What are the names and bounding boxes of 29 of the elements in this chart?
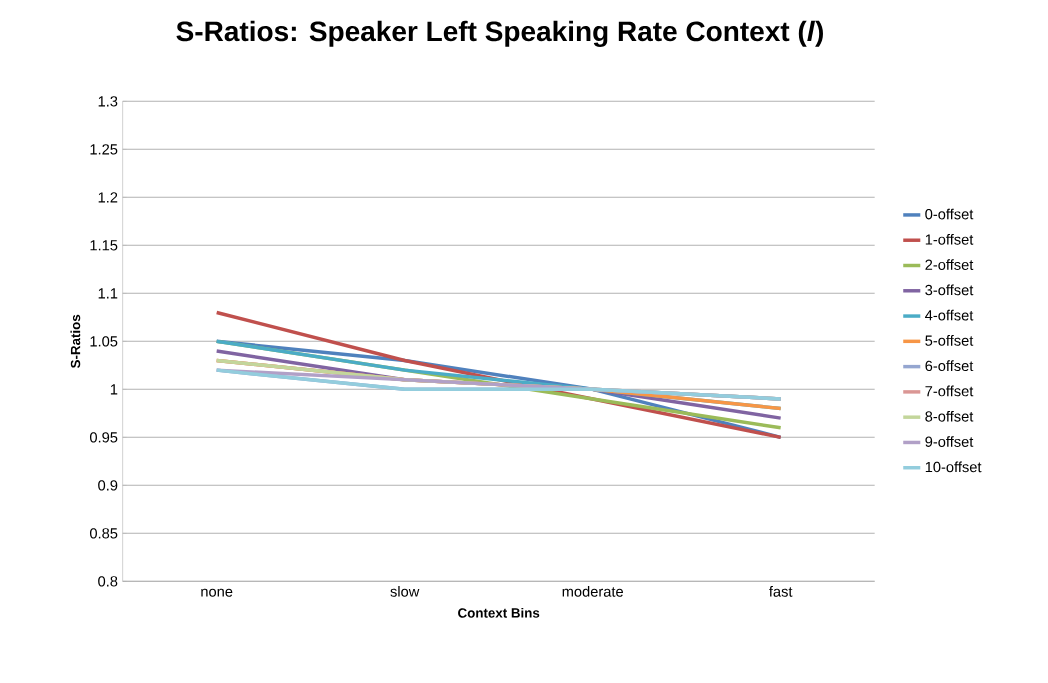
- legend-label: 6-offset: [925, 360, 974, 372]
- y-axis-title: S-Ratios: [70, 314, 81, 369]
- y-tick-label: 0.8: [98, 576, 118, 587]
- legend-label: 1-offset: [925, 234, 974, 245]
- legend-label: 4-offset: [925, 309, 974, 321]
- x-axis-title: Context Bins: [458, 608, 540, 618]
- x-tick-label: fast: [769, 586, 793, 597]
- x-tick-label: slow: [390, 586, 420, 597]
- y-tick-label: 1.1: [98, 288, 118, 299]
- y-tick-label: 0.9: [98, 480, 118, 491]
- legend-label: 0-offset: [925, 208, 974, 220]
- x-tick-label: moderate: [562, 586, 623, 597]
- y-tick-label: 1.05: [90, 336, 118, 347]
- y-tick-label: 1.3: [98, 96, 118, 107]
- y-tick-label: 1.25: [90, 144, 118, 155]
- legend-label: 10-offset: [925, 461, 982, 473]
- legend-label: 3-offset: [925, 284, 974, 296]
- legend-label: 2-offset: [925, 259, 974, 271]
- y-tick-label: 1.2: [98, 192, 118, 203]
- y-tick-label: 1.15: [90, 240, 118, 251]
- y-tick-label: 0.95: [89, 432, 118, 443]
- legend-label: 5-offset: [925, 335, 974, 346]
- chart-title: S-Ratios: Speaker Left Speaking Rate Context (l): [176, 20, 823, 48]
- legend-label: 8-offset: [925, 411, 974, 422]
- y-tick-label: 0.85: [89, 528, 118, 539]
- x-tick-label: none: [201, 588, 233, 597]
- legend-label: 9-offset: [925, 436, 974, 448]
- y-tick-label: 1: [110, 384, 118, 395]
- legend-label: 7-offset: [925, 385, 974, 397]
